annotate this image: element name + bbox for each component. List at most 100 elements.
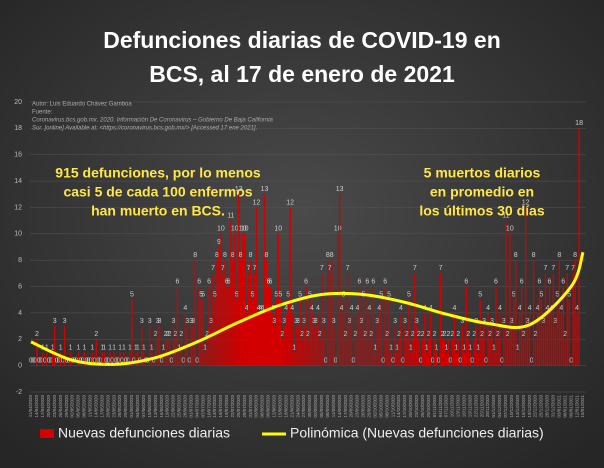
annotation: 5 muertos diarios [424, 165, 541, 181]
data-label: 4 [245, 305, 249, 312]
bar [378, 312, 380, 366]
bar [91, 352, 94, 366]
y-tick-label: 14 [14, 178, 22, 185]
data-label: 2 [472, 331, 476, 338]
data-label: 4 [536, 305, 540, 312]
y-tick-label: 16 [14, 152, 22, 159]
bar [164, 339, 167, 366]
data-label: 4 [575, 305, 579, 312]
data-label: 5 [512, 292, 516, 299]
bar [101, 352, 103, 366]
bar [404, 326, 406, 366]
data-label: 8 [326, 252, 330, 259]
bar [210, 326, 212, 366]
data-label: 2 [496, 331, 500, 338]
bar [338, 194, 341, 366]
bar [517, 352, 519, 366]
x-tick-label: 05/09/2020 [319, 395, 324, 418]
bar [388, 299, 390, 366]
data-label: 7 [320, 265, 324, 272]
bar [218, 247, 220, 366]
bar [154, 339, 157, 366]
x-tick-label: 08/10/2020 [384, 395, 389, 418]
data-label: 10 [506, 226, 514, 233]
data-label: 8 [573, 252, 577, 259]
data-label: 0 [124, 357, 128, 364]
x-tick-label: 31/12/2020 [551, 395, 556, 418]
data-label: 4 [377, 305, 381, 312]
bar [522, 339, 525, 366]
bar [435, 352, 438, 366]
source-note: Autor: Luis Eduardo Chávez Gamboa [32, 102, 132, 108]
bar [204, 352, 206, 366]
data-label: 7 [413, 265, 417, 272]
bar [63, 326, 66, 366]
bar [261, 312, 264, 366]
bar [194, 260, 196, 366]
bar [279, 299, 281, 366]
bar [390, 352, 392, 366]
x-tick-label: 29/04/2020 [64, 395, 69, 418]
bar [429, 312, 432, 366]
bar [42, 352, 44, 366]
x-tick-label: 23/10/2020 [414, 395, 419, 418]
data-label: 10 [334, 226, 342, 233]
bar [511, 326, 513, 366]
bar [323, 326, 325, 366]
x-tick-label: 13/06/2020 [153, 395, 158, 418]
data-label: 1 [112, 344, 116, 351]
bar [473, 339, 475, 366]
bar [184, 312, 187, 366]
bar [408, 299, 410, 366]
data-label: 4 [290, 305, 294, 312]
bar [542, 326, 545, 366]
data-label: 7 [247, 265, 251, 272]
bar [329, 273, 331, 366]
data-label: 7 [439, 265, 443, 272]
bar [552, 273, 555, 366]
bar [443, 339, 446, 366]
data-label: 6 [357, 278, 361, 285]
data-label: 12 [522, 199, 530, 206]
data-label: 5 [235, 292, 239, 299]
bar [372, 286, 374, 366]
data-label: 2 [154, 331, 158, 338]
data-label: 2 [456, 331, 460, 338]
data-label: 5 [298, 292, 302, 299]
bar [441, 339, 444, 366]
x-tick-label: 07/07/2020 [200, 395, 205, 418]
bar [560, 312, 562, 366]
data-label: 3 [296, 318, 300, 325]
data-label: 5 [555, 292, 559, 299]
bar [222, 273, 224, 366]
data-label: 0 [500, 357, 504, 364]
data-label: 0 [33, 357, 37, 364]
data-label: 0 [67, 357, 71, 364]
x-tick-label: 23/05/2020 [111, 395, 116, 418]
data-label: 0 [352, 357, 356, 364]
data-label: 6 [494, 278, 498, 285]
data-label: 0 [152, 357, 156, 364]
data-label: 4 [486, 305, 490, 312]
bar [331, 260, 333, 366]
bar [536, 312, 539, 366]
annotation: casi 5 de cada 100 enfermos [63, 184, 252, 200]
data-label: 3 [332, 318, 336, 325]
bar [554, 326, 557, 366]
data-label: 0 [401, 357, 405, 364]
data-label: 10 [231, 226, 239, 233]
data-label: 1 [77, 344, 81, 351]
bar [479, 299, 481, 366]
data-label: 7 [551, 265, 555, 272]
data-label: 0 [324, 357, 328, 364]
bar [534, 339, 537, 366]
data-label: 7 [211, 265, 215, 272]
bar [309, 299, 311, 366]
x-tick-label: 28/12/2020 [545, 395, 550, 418]
data-label: 3 [209, 318, 213, 325]
data-label: 8 [193, 252, 197, 259]
data-label: 1 [108, 344, 112, 351]
data-label: 3 [294, 318, 298, 325]
bar [202, 299, 204, 366]
data-label: 5 [199, 292, 203, 299]
